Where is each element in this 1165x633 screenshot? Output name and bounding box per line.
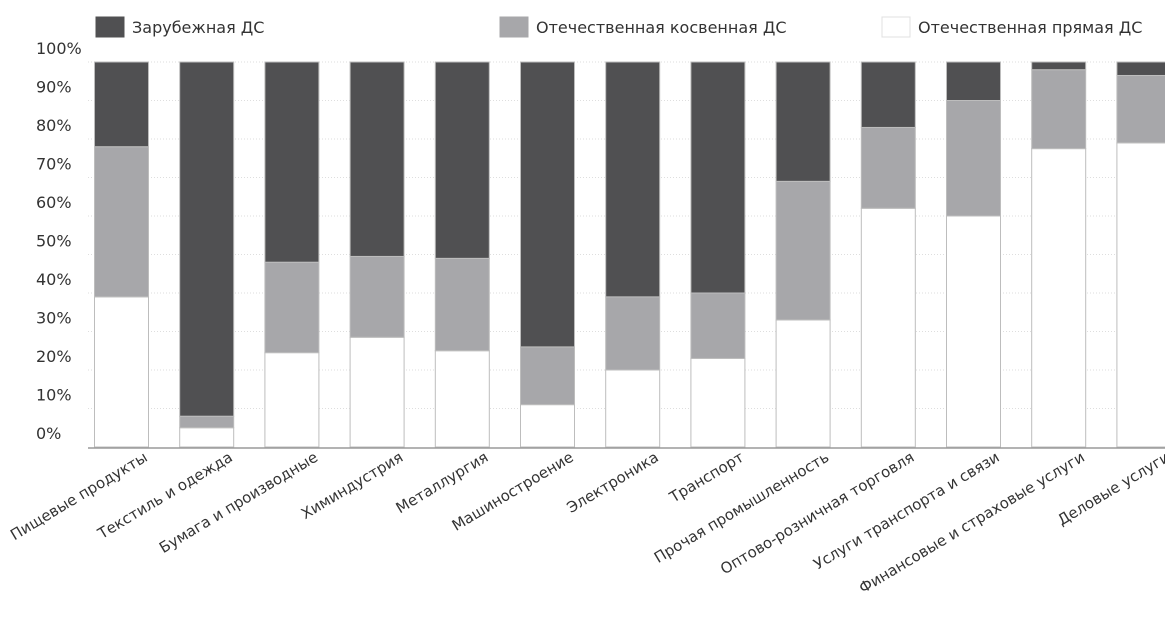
bar-segment	[946, 61, 1001, 101]
bar-segment	[690, 292, 746, 359]
legend-label: Отечественная косвенная ДС	[536, 18, 787, 37]
bar-segment	[1031, 69, 1087, 150]
bar-segment	[605, 61, 661, 298]
bar-segment	[520, 346, 575, 406]
x-category-label: Транспорт	[666, 448, 748, 507]
x-category-label: Бумага и производные	[156, 448, 321, 557]
bar-segment	[434, 257, 490, 352]
bar-segment	[179, 415, 235, 429]
bar-segment	[179, 61, 235, 417]
y-tick-label: 60%	[36, 193, 72, 212]
bar-segment	[349, 61, 405, 257]
bar-segment	[1031, 148, 1087, 448]
legend-label: Отечественная прямая ДС	[918, 18, 1142, 37]
bar-segment	[264, 61, 320, 263]
y-tick-label: 10%	[36, 386, 72, 405]
y-tick-label: 90%	[36, 78, 72, 97]
bar-segment	[94, 296, 149, 448]
bar-segment	[605, 369, 661, 448]
bar-segment	[1031, 61, 1087, 71]
bar-segment	[775, 180, 831, 321]
y-tick-label: 70%	[36, 155, 72, 174]
bar-segment	[860, 207, 916, 448]
y-tick-label: 40%	[36, 270, 72, 289]
x-category-label: Текстиль и одежда	[94, 448, 236, 543]
bar-segment	[946, 100, 1001, 217]
bar-segment	[1116, 142, 1165, 448]
y-axis: 0% 10% 20% 30% 40% 50% 60% 70% 80% 90% 100%	[36, 39, 82, 443]
bar-segment	[775, 319, 831, 448]
y-tick-label: 50%	[36, 232, 72, 251]
legend-swatch	[499, 16, 529, 38]
bar-segment	[264, 352, 320, 448]
bar-segment	[264, 261, 320, 354]
y-tick-label: 0%	[36, 424, 61, 443]
bar-segment	[690, 357, 746, 448]
bar-segment	[349, 336, 405, 448]
legend-swatch	[95, 16, 125, 38]
bar-segment	[434, 350, 490, 448]
bar-segment	[94, 146, 149, 298]
bar-segment	[349, 255, 405, 338]
bar-segment	[860, 126, 916, 209]
y-tick-label: 20%	[36, 347, 72, 366]
bar-segment	[690, 61, 746, 294]
y-tick-label: 30%	[36, 309, 72, 328]
bar-segment	[179, 427, 235, 448]
x-category-label: Электроника	[564, 448, 662, 517]
bar-segment	[434, 61, 490, 259]
x-category-label: Пищевые продукты	[7, 448, 150, 544]
bar-segment	[605, 296, 661, 371]
bar-segment	[1116, 74, 1165, 144]
bar-segment	[860, 61, 916, 128]
bar-segment	[1116, 61, 1165, 76]
bar-segment	[520, 404, 575, 448]
y-tick-label: 100%	[36, 39, 82, 58]
bar-segment	[94, 61, 149, 148]
legend: Зарубежная ДС Отечественная косвенная ДС О…	[95, 16, 1142, 38]
bar-segment	[520, 61, 575, 348]
legend-swatch	[881, 16, 911, 38]
bar-segment	[946, 215, 1001, 448]
bars	[94, 61, 1165, 448]
bar-segment	[775, 61, 831, 182]
legend-label: Зарубежная ДС	[132, 18, 264, 37]
y-tick-label: 80%	[36, 116, 72, 135]
